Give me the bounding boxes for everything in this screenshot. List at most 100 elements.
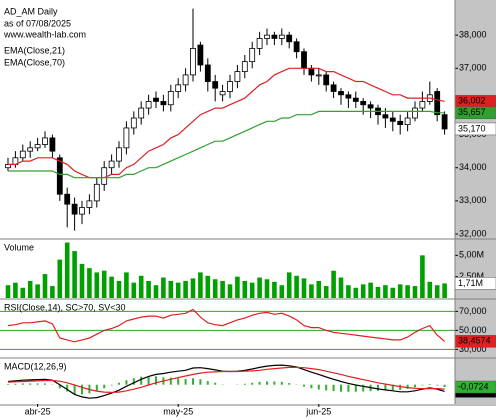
histogram-bar bbox=[21, 383, 24, 385]
candle-body bbox=[419, 101, 426, 109]
bar bbox=[175, 282, 181, 298]
bar bbox=[220, 280, 225, 298]
histogram-bar bbox=[81, 384, 83, 395]
candle-body bbox=[160, 101, 167, 106]
histogram-bar bbox=[140, 376, 143, 385]
y-tick-label: 33,000 bbox=[459, 195, 487, 205]
value-label: 36,002 bbox=[458, 96, 486, 106]
histogram-bar bbox=[66, 384, 69, 392]
bar bbox=[286, 272, 292, 298]
bar bbox=[50, 286, 55, 298]
bar bbox=[183, 280, 188, 298]
series-line bbox=[7, 308, 445, 343]
histogram-bar bbox=[243, 383, 246, 385]
histogram-bar bbox=[280, 381, 283, 385]
bar bbox=[346, 285, 351, 298]
y-tick-label: 30,000 bbox=[459, 344, 487, 354]
bar bbox=[168, 280, 174, 298]
candle-body bbox=[241, 61, 248, 72]
candle-body bbox=[42, 137, 48, 145]
candle-body bbox=[145, 101, 152, 109]
histogram-bar bbox=[36, 383, 39, 385]
candle-body bbox=[330, 84, 337, 92]
histogram-bar bbox=[177, 378, 180, 385]
y-tick-label: 38,000 bbox=[459, 30, 487, 40]
bar bbox=[257, 277, 262, 298]
candle-body bbox=[197, 44, 204, 66]
histogram-bar bbox=[303, 384, 305, 387]
bar bbox=[375, 286, 381, 298]
histogram-bar bbox=[399, 384, 402, 390]
histogram-bar bbox=[44, 383, 46, 385]
candle-body bbox=[234, 71, 241, 82]
histogram-bar bbox=[332, 384, 335, 392]
candle-body bbox=[138, 107, 145, 119]
candle-body bbox=[323, 74, 330, 86]
bar bbox=[397, 284, 403, 298]
chart-title: AD_AM Daily bbox=[4, 6, 58, 16]
candle-body bbox=[64, 193, 71, 205]
histogram-bar bbox=[95, 384, 98, 392]
histogram-bar bbox=[288, 383, 291, 385]
bar bbox=[316, 280, 322, 298]
candle-body bbox=[264, 34, 270, 39]
bar bbox=[368, 282, 373, 298]
bar bbox=[242, 280, 248, 298]
bar bbox=[412, 286, 418, 298]
histogram-bar bbox=[377, 384, 379, 391]
histogram-bar bbox=[266, 381, 268, 385]
source: www.wealth-lab.com bbox=[3, 29, 86, 39]
candle-body bbox=[93, 183, 100, 202]
bar bbox=[323, 286, 329, 298]
bar bbox=[198, 272, 203, 298]
candle-body bbox=[389, 117, 396, 122]
histogram-bar bbox=[147, 376, 150, 385]
histogram-bar bbox=[155, 376, 157, 385]
candle-body bbox=[79, 207, 85, 215]
candle-body bbox=[338, 91, 344, 96]
histogram-bar bbox=[184, 378, 187, 385]
histogram-bar bbox=[273, 381, 276, 385]
x-tick-label: jun-25 bbox=[305, 406, 331, 416]
histogram-bar bbox=[58, 384, 61, 389]
candle-body bbox=[278, 34, 285, 39]
histogram-bar bbox=[251, 382, 254, 385]
y-tick-label: 34,000 bbox=[459, 162, 487, 172]
bar bbox=[249, 282, 255, 298]
candle-body bbox=[360, 101, 367, 106]
histogram-bar bbox=[428, 384, 431, 385]
bar bbox=[264, 279, 270, 298]
candle-body bbox=[308, 67, 315, 76]
bar bbox=[360, 284, 366, 298]
pane-title: MACD(12,26,9) bbox=[4, 361, 67, 371]
histogram-bar bbox=[362, 384, 365, 392]
bar bbox=[72, 251, 77, 298]
bar bbox=[161, 277, 166, 298]
candle-body bbox=[56, 157, 63, 195]
bar bbox=[13, 282, 18, 298]
histogram-bar bbox=[384, 384, 387, 391]
histogram-bar bbox=[391, 384, 394, 391]
candle-body bbox=[123, 127, 130, 149]
bar bbox=[279, 285, 285, 298]
bar bbox=[146, 280, 151, 298]
candle-body bbox=[315, 74, 322, 77]
value-label: 1,71M bbox=[458, 278, 483, 288]
candle-body bbox=[86, 200, 93, 208]
histogram-bar bbox=[199, 379, 202, 385]
histogram-bar bbox=[436, 384, 439, 386]
histogram-bar bbox=[206, 381, 209, 385]
candle-body bbox=[352, 97, 359, 102]
histogram-bar bbox=[406, 384, 409, 389]
value-label: -0,0724 bbox=[458, 381, 489, 391]
bar bbox=[331, 270, 336, 298]
legend-entry: EMA(Close,21) bbox=[4, 45, 65, 55]
candle-body bbox=[204, 64, 211, 82]
histogram-bar bbox=[169, 377, 172, 385]
bar bbox=[64, 242, 70, 298]
bar bbox=[301, 278, 307, 298]
histogram-bar bbox=[340, 384, 342, 392]
candle-body bbox=[71, 203, 78, 215]
bar bbox=[138, 275, 144, 298]
bar bbox=[153, 285, 159, 298]
